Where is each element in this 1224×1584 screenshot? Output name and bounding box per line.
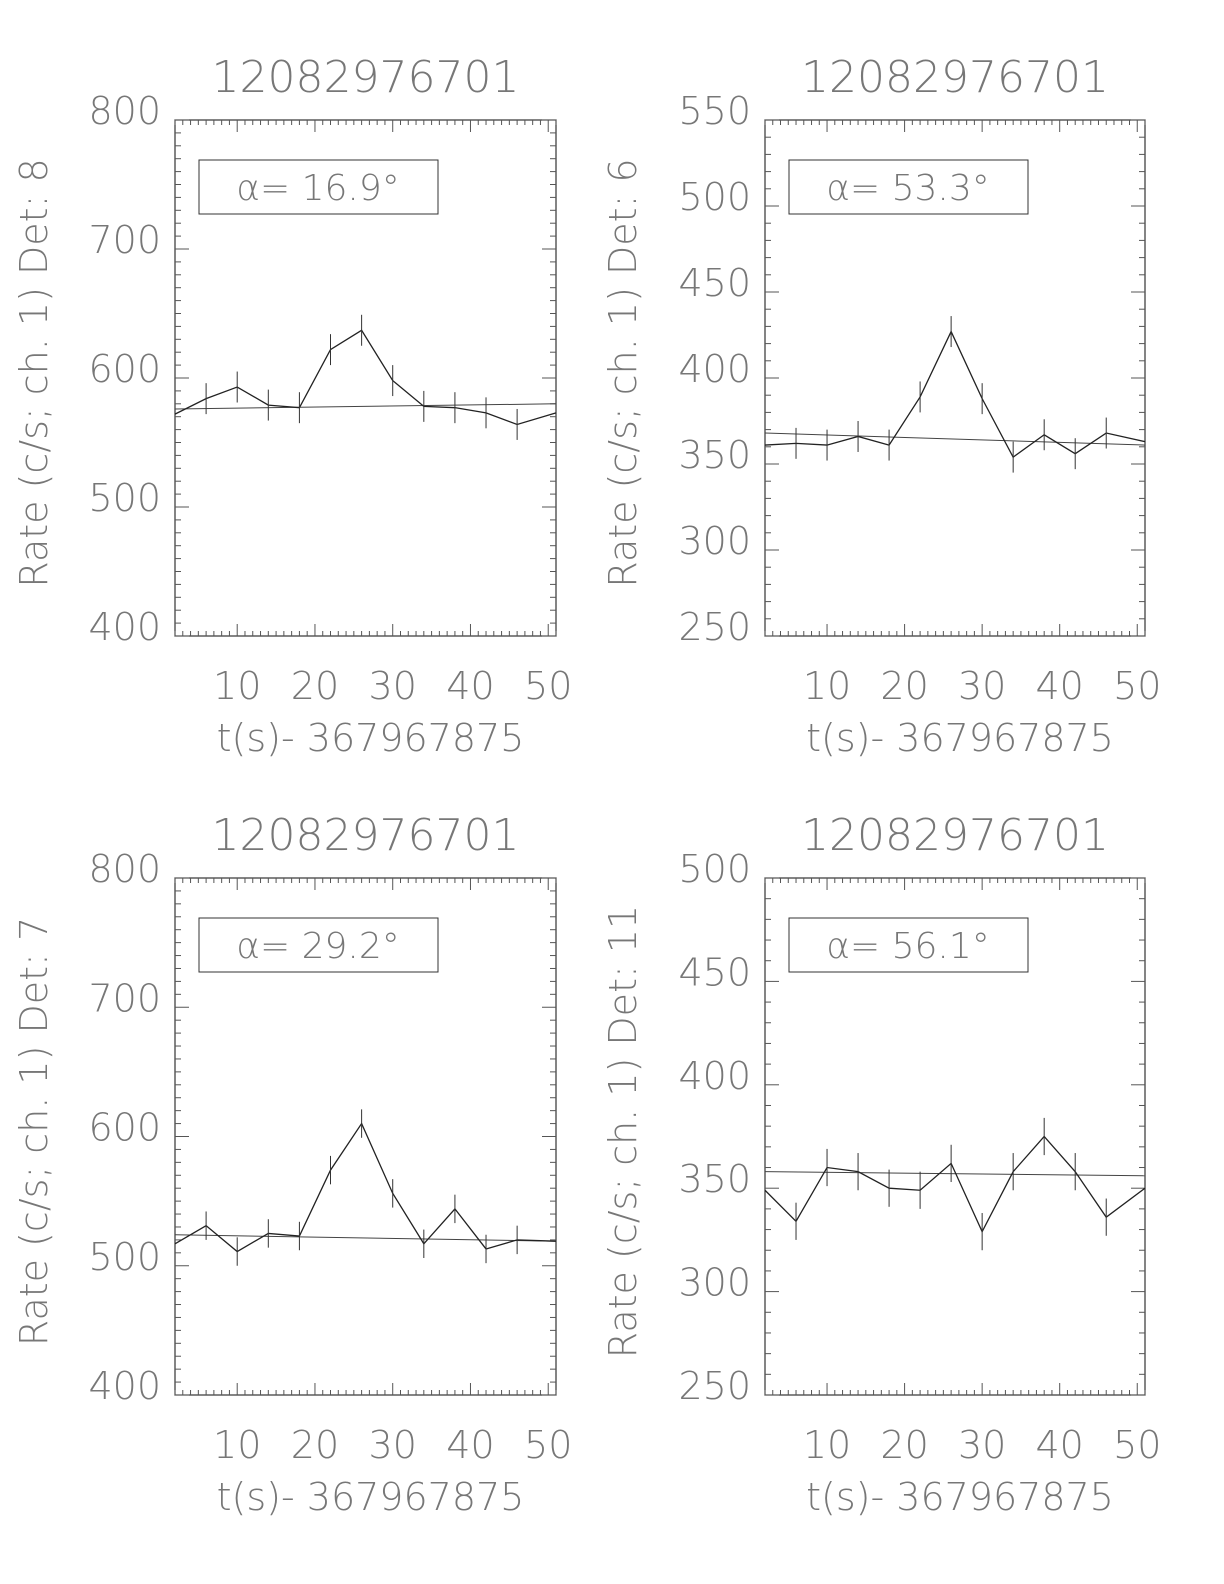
y-tick-label: 350 [678,1157,751,1201]
y-axis-label: Rate (c/s; ch. 1) Det: 8 [12,158,56,587]
annotation-box [788,917,1029,973]
data-line [764,1135,1146,1234]
y-tick-label: 250 [678,1364,751,1408]
y-tick-label: 600 [88,347,161,391]
y-axis-label: Rate (c/s; ch. 1) Det: 7 [12,917,56,1346]
y-tick-label: 500 [678,847,751,891]
annotation-box [198,159,439,215]
annotation-text: α= 29.2° [236,926,400,967]
y-tick-label: 400 [678,1054,751,1098]
x-tick-label: 50 [524,1423,572,1467]
x-tick-label: 40 [1036,664,1084,708]
x-tick-label: 40 [1036,1423,1084,1467]
panel-3: 12082976701 10 20 30 40 50 t(s)- 367967875 400 5… [12,810,572,1519]
y-tick-label: 500 [678,175,751,219]
x-tick-label: 10 [803,664,851,708]
panel-1: 12082976701 10 20 30 40 50 t(s)- 367967875 400 5… [12,52,572,760]
y-tick-label: 550 [678,89,751,133]
x-axis-label: t(s)- 367967875 [217,1475,525,1519]
y-tick-label: 700 [88,218,161,262]
x-axis-label: t(s)- 367967875 [806,1475,1114,1519]
data-line [174,329,557,426]
x-tick-label: 50 [524,664,572,708]
panel-4: 12082976701 10 20 30 40 50 t(s)- 367967875 250 3… [601,810,1161,1519]
x-tick-label: 40 [446,664,494,708]
y-tick-label: 800 [88,89,161,133]
x-tick-label: 50 [1113,664,1161,708]
y-tick-label: 700 [88,976,161,1020]
x-axis-label: t(s)- 367967875 [806,716,1114,760]
annotation-text: α= 16.9° [236,168,400,209]
y-tick-label: 300 [678,519,751,563]
annotation-box [788,159,1029,215]
y-tick-label: 400 [88,1364,161,1408]
y-tick-label: 500 [88,476,161,520]
x-tick-label: 20 [880,1423,928,1467]
y-tick-label: 400 [88,605,161,649]
y-tick-label: 450 [678,950,751,994]
x-tick-label: 10 [213,664,261,708]
y-axis-label: Rate (c/s; ch. 1) Det: 11 [601,905,645,1358]
x-tick-label: 50 [1113,1423,1161,1467]
x-tick-label: 30 [958,664,1006,708]
x-tick-label: 20 [291,664,339,708]
fit-line [174,1234,557,1242]
x-tick-label: 10 [213,1423,261,1467]
data-line [174,1122,557,1253]
fit-line [764,432,1146,446]
fit-line [764,1171,1146,1177]
plot-frame [764,877,1146,1396]
panel-title: 12082976701 [212,810,520,861]
x-tick-label: 10 [803,1423,851,1467]
y-tick-label: 300 [678,1261,751,1305]
y-tick-label: 500 [88,1235,161,1279]
x-axis-label: t(s)- 367967875 [217,716,525,760]
x-tick-label: 20 [291,1423,339,1467]
annotation-box [198,917,439,973]
y-axis-label: Rate (c/s; ch. 1) Det: 6 [601,158,645,587]
x-tick-label: 20 [880,664,928,708]
x-tick-label: 30 [369,664,417,708]
panel-title: 12082976701 [801,52,1109,103]
data-line [764,330,1146,459]
y-tick-label: 400 [678,347,751,391]
panel-title: 12082976701 [801,810,1109,861]
fit-line [174,403,557,410]
annotation-text: α= 53.3° [826,168,990,209]
x-tick-label: 30 [958,1423,1006,1467]
panel-title: 12082976701 [212,52,520,103]
x-tick-label: 30 [369,1423,417,1467]
annotation-text: α= 56.1° [826,926,990,967]
y-tick-label: 250 [678,605,751,649]
y-tick-label: 600 [88,1106,161,1150]
y-tick-label: 450 [678,261,751,305]
x-tick-label: 40 [446,1423,494,1467]
panel-2: 12082976701 10 20 30 40 50 t(s)- 367967875 250 3… [601,52,1161,760]
y-tick-label: 350 [678,433,751,477]
y-tick-label: 800 [88,847,161,891]
